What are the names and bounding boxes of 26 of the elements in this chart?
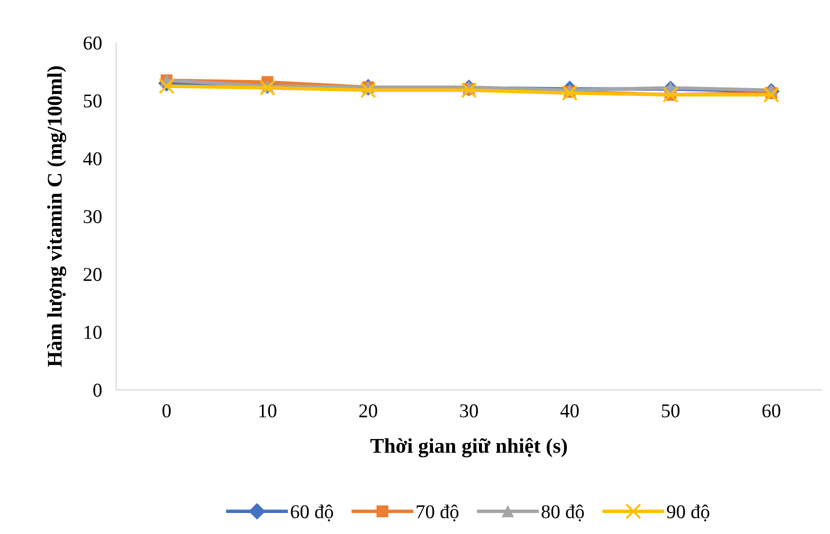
legend-label: 90 độ [666,504,710,522]
y-axis-title: Hàm lượng vitamin C (mg/100ml) [47,66,66,367]
x-tick-label: 0 [162,404,171,418]
legend-label: 60 độ [290,504,334,522]
x-tick-label: 20 [359,404,378,418]
point [460,82,477,98]
point [562,85,578,102]
y-tick-label: 0 [93,384,102,397]
y-tick-label: 20 [84,268,102,282]
legend-label: 80 độ [542,504,584,522]
x-tick-label: 40 [560,404,579,418]
x-tick-label: 50 [662,404,680,418]
point [259,80,276,96]
y-tick-label: 40 [83,152,102,166]
x-tick-label: 10 [259,404,276,418]
point [158,78,175,94]
point [360,82,376,98]
y-tick-label: 50 [84,94,102,108]
x-tick-label: 30 [460,404,478,418]
y-tick-label: 60 [84,36,102,50]
x-tick-label: 60 [762,404,780,418]
y-tick-label: 10 [84,326,102,339]
legend-label: 70 độ [416,504,458,522]
point [763,86,780,103]
y-tick-label: 30 [84,210,102,224]
x-axis-title: Thời gian giữ nhiệt (s) [370,438,567,458]
